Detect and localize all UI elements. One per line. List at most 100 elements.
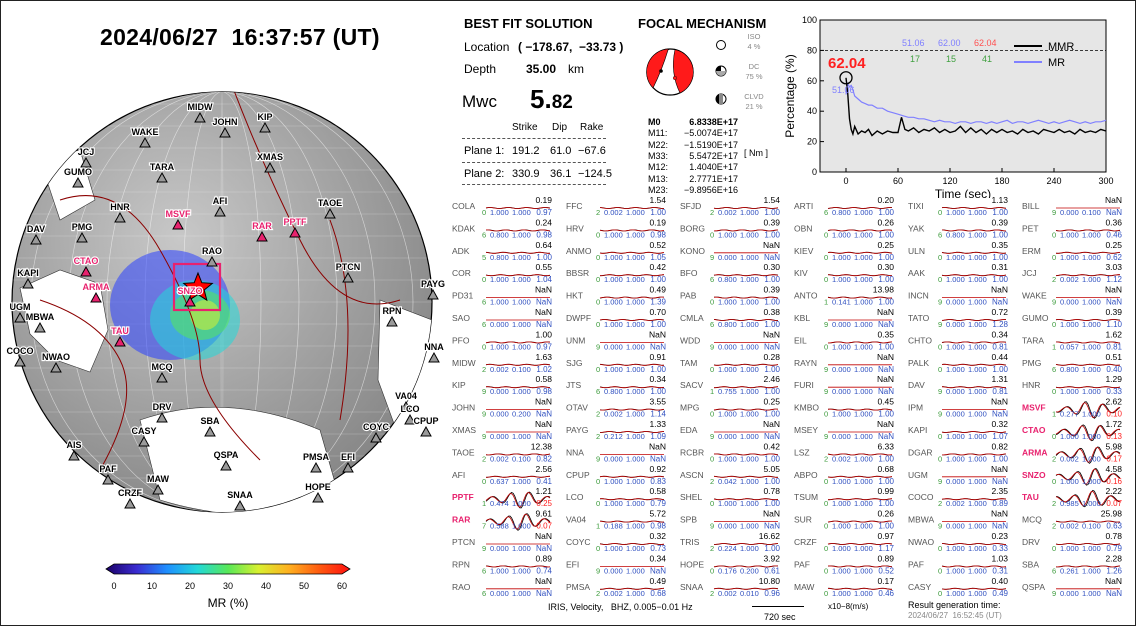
station-code: RAO bbox=[452, 582, 471, 592]
variance-reduction: 1.00 bbox=[878, 477, 894, 486]
max-amplitude: 25.98 bbox=[1101, 509, 1123, 519]
quality-flag: 0 bbox=[710, 410, 714, 419]
synthetic-trace bbox=[827, 207, 893, 209]
variance-reduction: NaN bbox=[650, 566, 666, 575]
station-wake: WAKE bbox=[130, 126, 160, 148]
max-amplitude: 0.25 bbox=[763, 397, 780, 407]
waveform-row-eil: EIL 0.35 0 1.000 1.000 1.00 bbox=[794, 329, 895, 351]
weight-value: 1.000 bbox=[604, 365, 623, 374]
moment-name: M22: bbox=[648, 139, 669, 150]
variance-reduction: 1.00 bbox=[878, 522, 894, 531]
synthetic-trace bbox=[827, 274, 892, 277]
quality-flag: 1 bbox=[596, 522, 600, 531]
range-value: 1.000 bbox=[1082, 566, 1101, 575]
station-nna: NNA bbox=[423, 341, 445, 363]
waveform-row-dwpf: DWPF 0.70 0 1.000 1.000 1.00 bbox=[566, 307, 667, 329]
variance-reduction: 0.79 bbox=[1106, 544, 1122, 553]
synthetic-trace bbox=[599, 408, 665, 411]
waveform-row-maw: MAW 0.17 0 1.000 1.000 0.46 bbox=[794, 576, 895, 598]
variance-reduction: 0.49 bbox=[992, 589, 1008, 598]
max-amplitude: 0.32 bbox=[991, 419, 1008, 429]
weight-value: 1.000 bbox=[946, 208, 965, 217]
range-value: 1.000 bbox=[1082, 230, 1101, 239]
range-value: 1.000 bbox=[854, 522, 873, 531]
station-label: PPTF bbox=[283, 217, 307, 227]
station-code: PPTF bbox=[452, 492, 474, 502]
weight-value: 0.000 bbox=[832, 365, 851, 374]
quality-flag: 0 bbox=[1052, 544, 1056, 553]
synthetic-trace bbox=[599, 296, 665, 299]
station-lco: LCO bbox=[399, 403, 421, 425]
waveform-row-mbwa: MBWA NaN 9 0.000 1.000 NaN bbox=[908, 509, 1008, 531]
synthetic-trace bbox=[941, 341, 1007, 344]
station-marker bbox=[172, 218, 184, 230]
station-code: JTS bbox=[566, 380, 581, 390]
weight-value: 0.141 bbox=[832, 298, 851, 307]
station-john: JOHN bbox=[211, 116, 239, 138]
quality-flag: 2 bbox=[1052, 454, 1056, 463]
plane2-label: Plane 2: bbox=[464, 168, 505, 180]
station-code: TATO bbox=[908, 313, 930, 323]
plane1-label: Plane 1: bbox=[464, 145, 505, 157]
max-amplitude: 0.30 bbox=[877, 262, 894, 272]
max-amplitude: 5.72 bbox=[649, 509, 666, 519]
station-code: SHEL bbox=[680, 492, 702, 502]
station-code: SNAA bbox=[680, 582, 703, 592]
station-label: PAYG bbox=[421, 279, 445, 289]
station-label: AIS bbox=[66, 440, 81, 450]
moment-name: M12: bbox=[648, 162, 669, 173]
synthetic-trace bbox=[1055, 274, 1121, 277]
station-sba: SBA bbox=[199, 415, 221, 437]
synthetic-trace bbox=[713, 543, 779, 545]
quality-flag: 0 bbox=[938, 365, 942, 374]
waveform-row-adk: ADK 0.64 5 0.800 1.000 1.00 bbox=[452, 240, 553, 262]
station-marker bbox=[14, 311, 26, 323]
station-marker bbox=[386, 315, 398, 327]
weight-value: 0.002 bbox=[1060, 522, 1079, 531]
station-label: NNA bbox=[424, 342, 444, 352]
max-amplitude: 0.49 bbox=[649, 576, 666, 586]
synthetic-trace bbox=[941, 386, 1006, 389]
waveform-row-tato: TATO 0.72 9 0.000 1.000 1.28 bbox=[908, 307, 1009, 329]
quality-flag: 0 bbox=[824, 544, 828, 553]
max-amplitude: 0.64 bbox=[535, 240, 552, 250]
range-value: 0.200 bbox=[512, 410, 531, 419]
max-amplitude: 0.89 bbox=[877, 553, 894, 563]
station-code: ASCN bbox=[680, 470, 704, 480]
range-value: 1.000 bbox=[512, 275, 531, 284]
synthetic-trace bbox=[599, 543, 665, 545]
range-value: 1.000 bbox=[626, 589, 645, 598]
variance-reduction: NaN bbox=[1106, 589, 1122, 598]
station-marker bbox=[14, 355, 26, 367]
station-label: DRV bbox=[153, 402, 172, 412]
station-label: JCJ bbox=[78, 147, 95, 157]
quality-flag: 0 bbox=[938, 208, 942, 217]
waveform-row-pab: PAB 0.39 0 1.000 1.000 1.00 bbox=[680, 285, 781, 307]
variance-reduction: 1.00 bbox=[878, 454, 894, 463]
synthetic-trace bbox=[485, 274, 551, 277]
station-label: EFI bbox=[341, 452, 355, 462]
station-code: KONO bbox=[680, 246, 705, 256]
synthetic-trace bbox=[713, 498, 779, 501]
iso-pct: 4 % bbox=[747, 42, 761, 51]
quality-flag: 9 bbox=[710, 522, 714, 531]
variance-reduction: 1.00 bbox=[992, 230, 1008, 239]
variance-reduction: NaN bbox=[764, 342, 780, 351]
weight-value: 1.000 bbox=[604, 275, 623, 284]
weight-value: 0.000 bbox=[604, 454, 623, 463]
range-value: 1.000 bbox=[968, 544, 987, 553]
station-marker bbox=[427, 288, 439, 300]
quality-flag: 0 bbox=[710, 230, 714, 239]
chart-legend: MMR MR bbox=[1014, 41, 1074, 69]
synthetic-trace bbox=[1055, 490, 1121, 507]
max-amplitude: 0.82 bbox=[991, 441, 1008, 451]
quality-flag: 6 bbox=[596, 387, 600, 396]
max-amplitude: 0.49 bbox=[649, 285, 666, 295]
footer-result-label: Result generation time: bbox=[908, 600, 1001, 610]
max-amplitude: 0.17 bbox=[877, 576, 894, 586]
clvd-pct: 21 % bbox=[745, 102, 763, 111]
station-rao: RAO bbox=[201, 245, 223, 267]
station-code: PD31 bbox=[452, 291, 474, 301]
waveform-row-anto: ANTO 13.98 1 0.141 1.000 1.00 bbox=[794, 285, 895, 307]
variance-reduction: 1.28 bbox=[992, 320, 1008, 329]
